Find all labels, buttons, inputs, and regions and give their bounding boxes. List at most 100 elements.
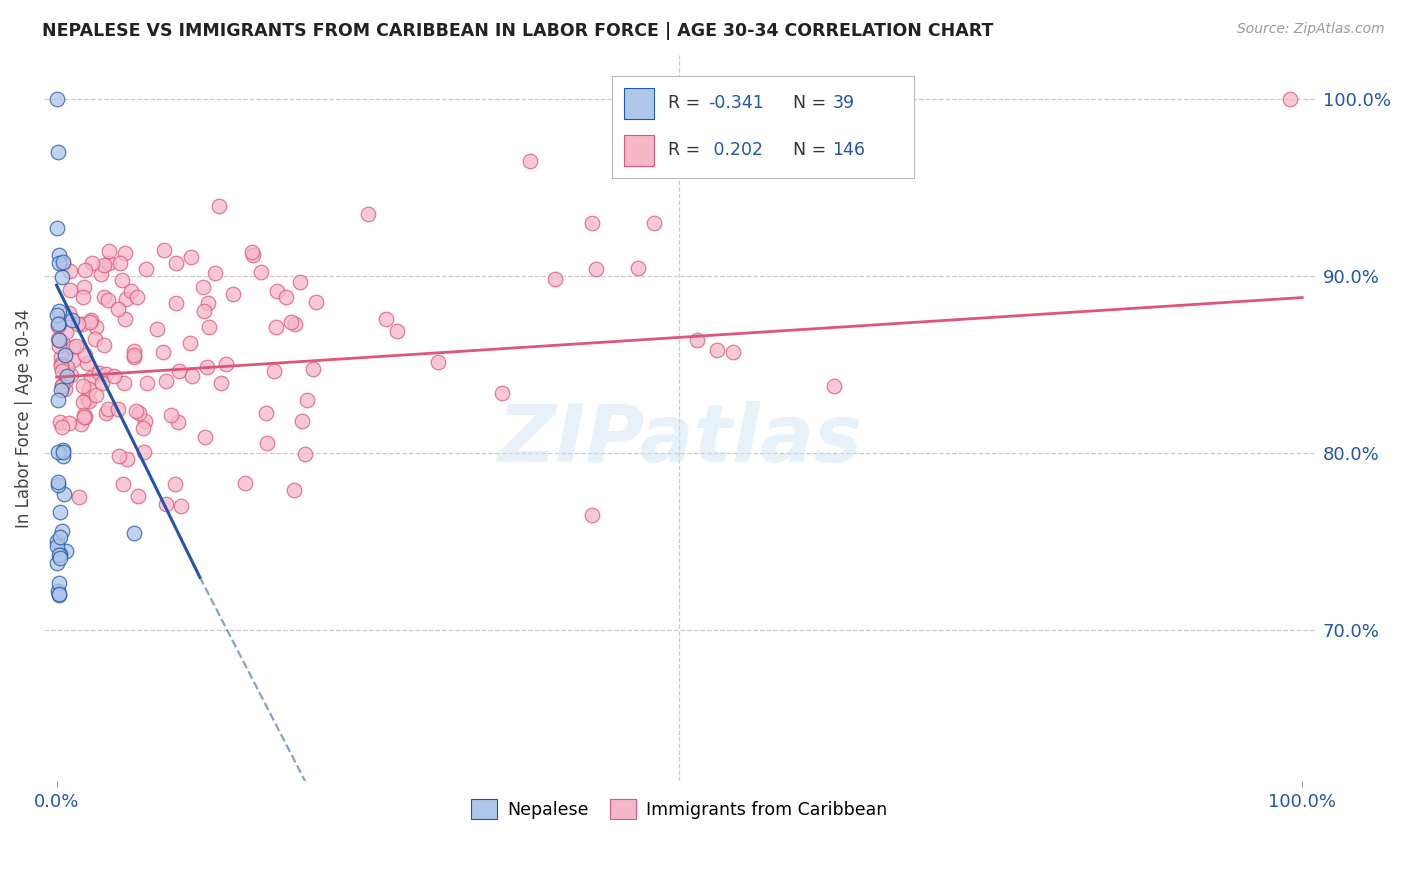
Point: [52, 443, 75, 458]
Point: [627, 260, 650, 275]
Point: [167, 364, 190, 378]
Point: [48, 588, 70, 602]
Point: [585, 262, 607, 277]
Point: [48, 587, 70, 601]
Text: 0.202: 0.202: [709, 141, 763, 159]
Legend: Nepalese, Immigrants from Caribbean: Nepalese, Immigrants from Caribbean: [464, 792, 894, 826]
Point: [51, 524, 73, 538]
Point: [170, 500, 193, 514]
Point: [96, 368, 118, 382]
Point: [97, 293, 120, 307]
Point: [120, 284, 142, 298]
Point: [73, 409, 96, 424]
Text: Source: ZipAtlas.com: Source: ZipAtlas.com: [1237, 22, 1385, 37]
Point: [519, 154, 541, 169]
Point: [215, 357, 238, 371]
Y-axis label: In Labor Force | Age 30-34: In Labor Force | Age 30-34: [15, 309, 32, 527]
Point: [53, 382, 76, 396]
Point: [46, 332, 69, 346]
Point: [374, 311, 396, 326]
Point: [52, 487, 75, 501]
Point: [134, 414, 156, 428]
Point: [103, 369, 125, 384]
Point: [80, 312, 103, 326]
Point: [75, 348, 97, 362]
Point: [72, 379, 94, 393]
Point: [49, 550, 72, 565]
Point: [51, 379, 73, 393]
Point: [127, 489, 149, 503]
Point: [62, 352, 84, 367]
Point: [135, 262, 157, 277]
Point: [107, 301, 129, 316]
Point: [94, 406, 117, 420]
Point: [49, 383, 72, 397]
Point: [108, 256, 131, 270]
Point: [256, 436, 278, 450]
Point: [51, 359, 73, 374]
Point: [45, 556, 67, 570]
Point: [146, 322, 169, 336]
Point: [274, 290, 297, 304]
Point: [62, 340, 84, 354]
Point: [1278, 92, 1301, 106]
Point: [73, 279, 96, 293]
Point: [107, 402, 129, 417]
Point: [80, 256, 103, 270]
Point: [290, 414, 312, 428]
Point: [165, 256, 187, 270]
Point: [46, 317, 69, 331]
Point: [357, 207, 380, 221]
Point: [117, 452, 139, 467]
Point: [52, 445, 75, 459]
Point: [198, 320, 221, 334]
Text: 39: 39: [832, 94, 855, 112]
Point: [51, 335, 73, 350]
Point: [55, 325, 77, 339]
Point: [686, 333, 709, 347]
Point: [111, 477, 134, 491]
Point: [46, 478, 69, 492]
Text: N =: N =: [793, 141, 832, 159]
Point: [721, 345, 744, 359]
Point: [48, 393, 70, 408]
Point: [823, 379, 845, 393]
Point: [46, 475, 69, 489]
Point: [80, 371, 103, 385]
Point: [55, 373, 77, 387]
Point: [48, 339, 70, 353]
Point: [69, 417, 91, 432]
Point: [48, 334, 70, 348]
Point: [58, 416, 80, 430]
Point: [122, 525, 145, 540]
Text: N =: N =: [793, 94, 832, 112]
Point: [132, 445, 155, 459]
Point: [385, 324, 408, 338]
Point: [46, 92, 69, 106]
Point: [48, 548, 70, 562]
Point: [46, 319, 69, 334]
Point: [49, 505, 72, 519]
Point: [76, 392, 98, 406]
Point: [165, 295, 187, 310]
Point: [51, 378, 73, 392]
Point: [193, 304, 215, 318]
Point: [48, 303, 70, 318]
Point: [283, 483, 305, 497]
Point: [284, 317, 307, 331]
Point: [59, 264, 82, 278]
Point: [152, 345, 174, 359]
Point: [233, 476, 256, 491]
Text: NEPALESE VS IMMIGRANTS FROM CARIBBEAN IN LABOR FORCE | AGE 30-34 CORRELATION CHA: NEPALESE VS IMMIGRANTS FROM CARIBBEAN IN…: [42, 22, 994, 40]
Point: [49, 415, 72, 429]
Point: [87, 366, 110, 380]
Point: [155, 497, 177, 511]
Point: [114, 246, 136, 260]
Point: [49, 530, 72, 544]
Point: [86, 388, 108, 402]
Point: [288, 276, 311, 290]
Point: [73, 408, 96, 422]
Point: [302, 362, 325, 376]
Point: [79, 315, 101, 329]
Point: [52, 449, 75, 463]
